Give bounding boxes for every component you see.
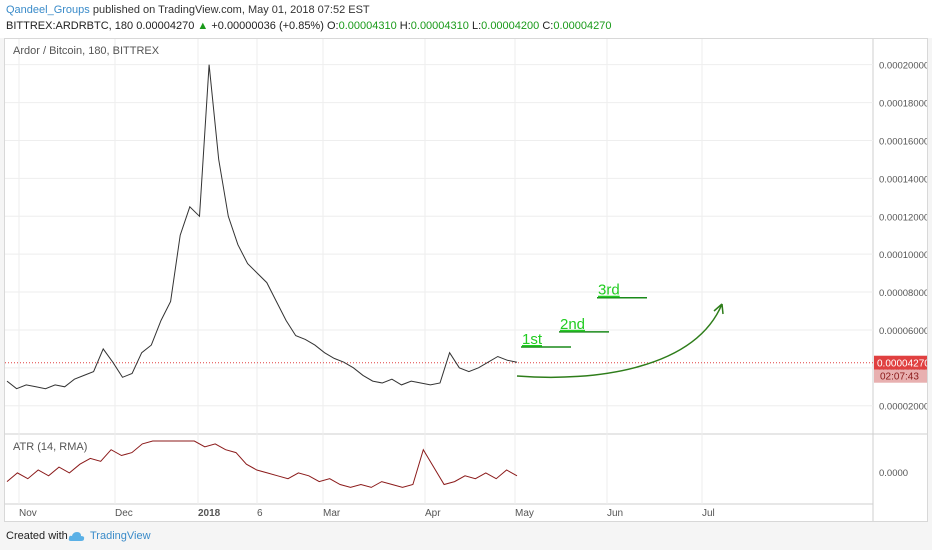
grid: [5, 39, 873, 504]
close-label: C:: [542, 20, 554, 32]
chart-canvas[interactable]: 0.00020000 0.00018000 0.00016000 0.00014000…: [5, 39, 927, 521]
price-axis-tick-label: 0.00012000: [879, 212, 927, 223]
chart-title: Ardor / Bitcoin, 180, BITTREX: [13, 45, 160, 57]
publish-text: published on TradingView.com, May 01, 20…: [92, 4, 370, 16]
time-axis-tick-label: Jul: [702, 508, 715, 519]
time-axis-tick-label: Mar: [323, 508, 341, 519]
price-axis: 0.00020000 0.00018000 0.00016000 0.00014000…: [879, 61, 927, 479]
target-label: 1st: [522, 331, 543, 348]
last-price: 0.00004270: [136, 20, 195, 32]
open-label: O:: [326, 20, 339, 32]
time-axis-tick-label: Nov: [19, 508, 37, 519]
time-axis-tick-label: Jun: [607, 508, 623, 519]
chart-header: Qandeel_Groups published on TradingView.…: [0, 0, 932, 38]
targets: 1st 2nd 3rd: [521, 282, 647, 348]
created-with-text: Created with: [6, 530, 68, 542]
arrow-head-icon: [713, 303, 724, 315]
time-axis: Nov Dec 2018 6 Mar Apr May Jun Jul: [19, 508, 715, 519]
price-axis-tick-label: 0.00006000: [879, 326, 927, 337]
atr-series-line: [6, 440, 518, 488]
price-axis-tick-label: 0.00014000: [879, 174, 927, 185]
atr-title: ATR (14, RMA): [13, 441, 87, 453]
close-value: 0.00004270: [553, 20, 612, 32]
low-value: 0.00004200: [481, 20, 540, 32]
tradingview-brand-link[interactable]: TradingView: [90, 530, 151, 542]
low-label: L:: [471, 20, 482, 32]
price-change: +0.00000036 (+0.85%): [211, 20, 324, 32]
publish-info: Qandeel_Groups published on TradingView.…: [6, 4, 370, 16]
countdown-text: 02:07:43: [880, 372, 919, 383]
time-axis-tick-label: Apr: [425, 508, 441, 519]
current-price-badge: [874, 355, 927, 370]
author-link[interactable]: Qandeel_Groups: [6, 4, 90, 16]
price-axis-tick-label: 0.00002000: [879, 402, 927, 413]
time-axis-tick-label: May: [515, 508, 534, 519]
high-value: 0.00004310: [410, 20, 469, 32]
price-series-line: [6, 64, 518, 390]
chart-frame[interactable]: 0.00020000 0.00018000 0.00016000 0.00014000…: [4, 38, 928, 522]
ohlc-line: BITTREX:ARDRBTC, 180 0.00004270 ▲ +0.000…: [6, 20, 611, 32]
footer: Created with TradingView: [0, 524, 932, 550]
projection-arrow: [516, 303, 723, 379]
time-axis-tick-label: 2018: [198, 508, 221, 519]
change-up-icon: ▲: [197, 20, 209, 32]
open-value: 0.00004310: [338, 20, 397, 32]
price-axis-tick-label: 0.00016000: [879, 136, 927, 147]
target-label: 3rd: [598, 282, 620, 299]
tradingview-cloud-icon: [68, 532, 85, 541]
countdown-badge: [874, 369, 927, 383]
price-axis-tick-label: 0.00008000: [879, 288, 927, 299]
price-axis-tick-label: 0.00010000: [879, 250, 927, 261]
current-price-badge-text: 0.00004270: [877, 359, 927, 370]
target-label: 2nd: [560, 316, 585, 333]
atr-axis-tick-label: 0.0000: [879, 468, 908, 479]
high-label: H:: [399, 20, 411, 32]
symbol-label: BITTREX:ARDRBTC, 180: [6, 20, 134, 32]
price-axis-tick-label: 0.00018000: [879, 99, 927, 110]
time-axis-tick-label: 6: [257, 508, 263, 519]
price-axis-tick-label: 0.00020000: [879, 61, 927, 72]
time-axis-tick-label: Dec: [115, 508, 133, 519]
